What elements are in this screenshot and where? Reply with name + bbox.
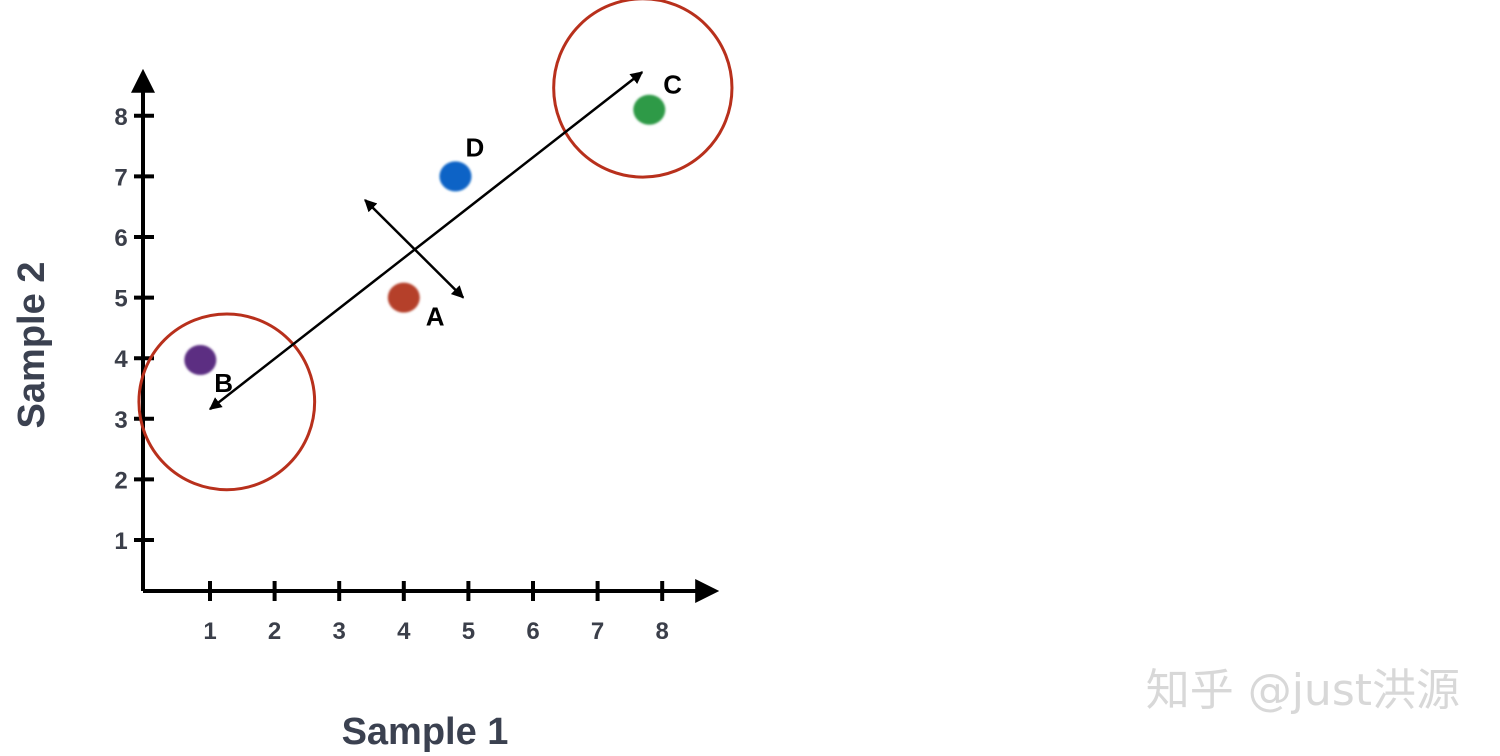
y-tick-label: 1 (114, 528, 127, 555)
cluster-circle (552, 0, 734, 179)
direction-arrow (364, 199, 465, 299)
y-tick-label: 3 (114, 407, 127, 434)
x-tick-label: 6 (526, 618, 539, 645)
y-tick-label: 2 (114, 467, 127, 494)
y-tick-label: 6 (114, 225, 127, 252)
y-tick-label: 8 (114, 104, 127, 131)
data-point-b (184, 345, 217, 376)
y-tick-label: 7 (114, 164, 127, 191)
x-tick-label: 5 (462, 618, 475, 645)
watermark: 知乎 @just洪源 (1146, 665, 1460, 716)
data-point-a (387, 282, 420, 313)
point-label-a: A (426, 302, 445, 332)
axes: 1 2 3 4 5 6 7 8 1 2 3 4 5 6 7 8 (114, 68, 720, 645)
direction-arrow (209, 71, 644, 411)
point-label-d: D (465, 132, 484, 162)
point-label-c: C (663, 70, 682, 100)
x-tick-label: 3 (333, 618, 346, 645)
x-tick-label: 7 (591, 618, 604, 645)
x-tick-label: 4 (397, 618, 411, 645)
x-tick-label: 1 (203, 618, 216, 645)
y-axis-title: Sample 2 (11, 262, 53, 429)
data-point-c (633, 94, 666, 125)
x-tick-label: 8 (656, 618, 669, 645)
x-tick-label: 2 (268, 618, 281, 645)
y-tick-label: 4 (114, 346, 128, 373)
marks: B A D C (137, 0, 734, 492)
y-tick-label: 5 (114, 286, 127, 313)
data-point-d (439, 161, 472, 192)
x-axis-title: Sample 1 (342, 711, 509, 753)
cluster-circle (137, 312, 317, 492)
point-label-b: B (214, 368, 233, 398)
